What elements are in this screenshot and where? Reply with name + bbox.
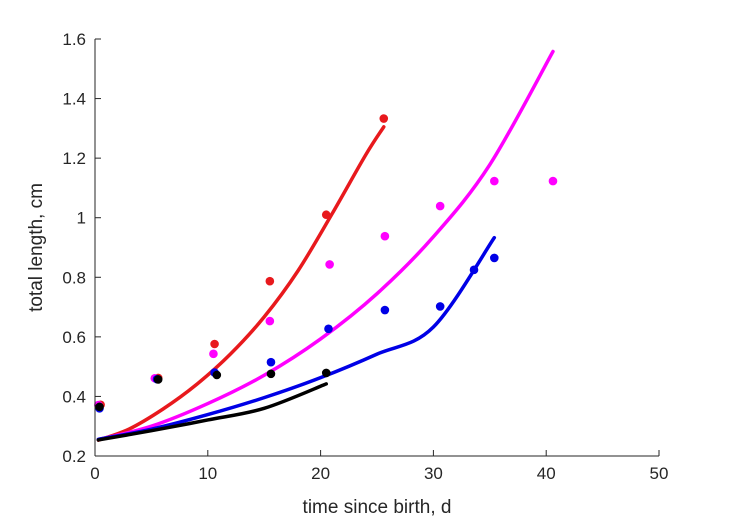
- data-point: [380, 305, 390, 315]
- data-point: [321, 368, 331, 378]
- fit-curve: [96, 125, 386, 442]
- y-tick-label: 1.6: [62, 30, 86, 49]
- x-tick-label: 30: [424, 464, 443, 483]
- x-tick-label: 10: [198, 464, 217, 483]
- data-point: [379, 114, 389, 123]
- data-point: [265, 276, 275, 286]
- x-tick-label: 50: [650, 464, 669, 483]
- y-tick-label: 1.4: [62, 90, 86, 109]
- y-axis-label: total length, cm: [26, 183, 47, 312]
- plot-area: [94, 49, 558, 442]
- data-point: [380, 231, 390, 241]
- series-group: [95, 368, 331, 442]
- data-point: [324, 324, 333, 334]
- data-point: [266, 357, 276, 367]
- data-point: [490, 253, 499, 263]
- x-axis-label: time since birth, d: [303, 497, 452, 518]
- y-tick-label: 1: [77, 209, 86, 228]
- data-point: [469, 265, 479, 275]
- fit-curve: [96, 235, 497, 442]
- y-tick-label: 0.4: [62, 387, 86, 406]
- fit-curve: [96, 382, 328, 442]
- data-point: [153, 375, 163, 384]
- data-point: [212, 370, 222, 380]
- y-tick-label: 0.8: [62, 268, 86, 287]
- axes: 0 10 20 30 40 50 0.2 0.4 0.6 0.8 1 1.2 1.4 1.6: [62, 30, 668, 483]
- data-point: [548, 176, 558, 186]
- x-tick-label: 0: [90, 464, 99, 483]
- data-point: [210, 339, 219, 349]
- y-tick-label: 1.2: [62, 149, 86, 168]
- data-point: [325, 260, 334, 269]
- y-tick-label: 0.2: [62, 447, 86, 466]
- data-point: [490, 176, 499, 186]
- series-group: [95, 235, 499, 442]
- x-tick-label: 40: [537, 464, 556, 483]
- data-point: [95, 402, 104, 412]
- data-point: [265, 316, 275, 326]
- fit-curve: [96, 49, 555, 442]
- data-point: [435, 201, 445, 211]
- data-point: [321, 210, 331, 220]
- x-tick-label: 20: [311, 464, 330, 483]
- data-point: [266, 369, 276, 379]
- data-point: [435, 302, 445, 311]
- y-tick-label: 0.6: [62, 328, 86, 347]
- data-point: [209, 349, 218, 359]
- series-group: [96, 114, 389, 442]
